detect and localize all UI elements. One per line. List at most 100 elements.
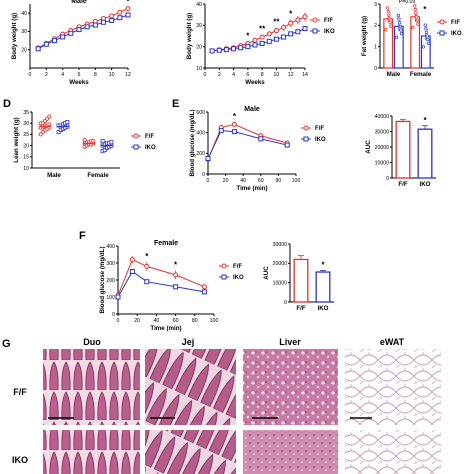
data-point-e-ff	[231, 121, 237, 127]
data-point-d-ff	[38, 132, 43, 137]
data-point-a-ff	[117, 9, 123, 15]
data-point-b-ff	[295, 17, 301, 23]
significance-star-f-auc: *	[321, 260, 325, 269]
data-point-c	[398, 24, 402, 29]
auc-bar-e-auc-iko	[417, 128, 433, 179]
x-tick-label-b: 4	[232, 72, 235, 78]
data-point-b-ff	[273, 28, 279, 34]
legend-marker-ff-b	[312, 17, 318, 23]
y-tick-label-f-auc: 10000	[273, 280, 288, 286]
y-tick-label-d: 30	[23, 121, 29, 127]
y-tick-label-a: 20	[21, 48, 27, 54]
data-point-b-iko	[231, 46, 237, 52]
series-line-a-iko	[37, 14, 129, 50]
data-point-c	[421, 45, 426, 49]
y-tick-label-f-auc: 30000	[273, 242, 288, 248]
x-tick-label-e: 60	[258, 178, 264, 184]
data-point-b-iko	[259, 40, 265, 46]
series-line-e-iko	[207, 130, 288, 159]
legend-label-iko-d: IKO	[145, 145, 156, 151]
data-point-d-ff	[91, 139, 96, 144]
data-point-d-iko	[109, 140, 114, 145]
x-tick-label-a: 10	[109, 72, 115, 78]
data-point-e-iko	[218, 128, 224, 134]
data-point-d-ff	[45, 116, 50, 121]
legend-marker-iko-f	[221, 274, 227, 280]
data-point-a-iko	[68, 30, 74, 36]
y-tick-label-c: 2	[374, 23, 377, 29]
data-point-d-ff	[47, 114, 52, 119]
legend-marker-iko-b	[312, 28, 318, 34]
x-tick-label-a: 8	[94, 72, 97, 78]
data-point-b-iko	[295, 29, 301, 35]
x-tick-label-b: 12	[288, 72, 294, 78]
x-tick-label-e: 0	[207, 178, 210, 184]
y-tick-label-b: 20	[196, 44, 202, 50]
data-point-f-iko	[173, 284, 179, 290]
y-tick-label-e: 600	[196, 110, 205, 116]
data-point-a-iko	[92, 22, 98, 28]
x-tick-label-b: 8	[261, 72, 264, 78]
x-category-label-c: Female	[410, 71, 432, 78]
significance-star-e-auc: *	[423, 116, 427, 125]
y-axis-label-e: Blood glucose (mg/dL)	[189, 109, 196, 176]
x-tick-label-f: 20	[134, 318, 140, 324]
data-point-c	[426, 37, 430, 42]
data-point-e-iko	[284, 142, 290, 148]
data-point-f-iko	[129, 269, 135, 274]
data-point-b-iko	[288, 31, 294, 37]
y-tick-label-c: 0	[374, 66, 377, 72]
data-point-c	[399, 28, 403, 32]
data-point-c	[411, 26, 415, 30]
legend-marker-ff-d	[133, 133, 139, 139]
significance-star-b: **	[259, 25, 266, 34]
data-point-a-iko	[109, 17, 115, 23]
histo-image-jej-iko	[145, 430, 236, 474]
x-tick-label-e: 80	[276, 178, 282, 184]
data-point-d-ff	[47, 122, 52, 127]
data-point-b-ff	[281, 24, 287, 30]
auc-bar-f-auc-iko	[315, 271, 331, 303]
legend-marker-iko-e	[303, 136, 309, 142]
y-tick-label-e-auc: 20000	[375, 145, 390, 151]
data-point-d-iko	[56, 130, 61, 135]
y-tick-label-f: 300	[106, 261, 115, 267]
legend-label-ff-d: F/F	[145, 134, 154, 140]
data-point-c	[413, 4, 417, 8]
legend-marker-ff-f	[221, 263, 227, 269]
data-point-c	[397, 21, 402, 25]
data-point-b-iko	[302, 26, 308, 32]
x-tick-label-f: 60	[173, 318, 179, 324]
data-point-a-ff	[109, 13, 115, 19]
x-tick-label-b: 10	[274, 72, 280, 78]
significance-star-f: *	[145, 252, 149, 261]
y-tick-label-c: 1	[374, 44, 377, 50]
y-tick-label-e: 0	[202, 172, 205, 178]
panel-letter-g: G	[2, 338, 11, 350]
legend-label-ff-b: F/F	[324, 18, 333, 24]
x-tick-label-a: 12	[125, 72, 131, 78]
x-tick-label-a: 6	[78, 72, 81, 78]
legend-marker-iko-d	[133, 144, 139, 150]
data-point-c	[415, 18, 419, 23]
data-point-b-iko	[223, 47, 229, 53]
data-point-f-ff	[201, 284, 207, 290]
y-tick-label-c: 3	[374, 2, 377, 8]
x-tick-label-b: 14	[302, 72, 308, 78]
data-point-a-iko	[125, 12, 131, 18]
legend-label-iko-c: IKO	[451, 31, 462, 37]
y-tick-label-b: 40	[196, 2, 202, 8]
data-point-a-ff	[125, 6, 131, 12]
data-point-b-iko	[252, 42, 258, 48]
x-tick-label-e: 40	[240, 178, 246, 184]
panel-letter-f: F	[79, 230, 86, 242]
panel-letter-d: D	[3, 98, 11, 110]
data-point-a-iko	[60, 34, 66, 40]
data-point-a-iko	[43, 41, 49, 47]
significance-star-e: *	[233, 112, 237, 121]
significance-star-a: *	[126, 0, 130, 6]
data-point-e-iko	[258, 136, 264, 142]
data-point-c	[386, 10, 390, 14]
histo-image-duo-ff	[43, 349, 140, 425]
significance-star-b: *	[246, 32, 250, 41]
